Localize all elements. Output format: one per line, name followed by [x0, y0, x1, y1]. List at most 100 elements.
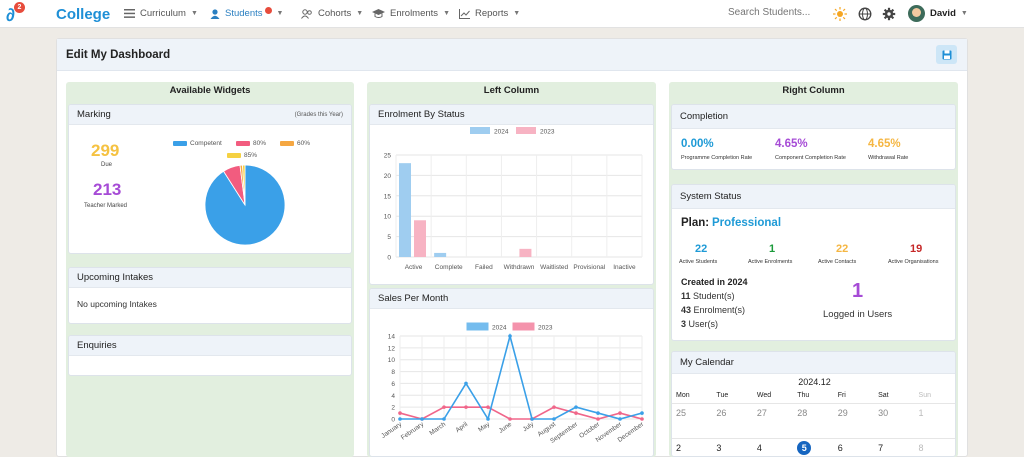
sales-per-month-widget[interactable]: Sales Per Month 2024 2023 0 2 4 6 8 10 12 14 Janua… — [369, 288, 654, 457]
weekday: Fri — [837, 392, 846, 399]
calendar-day[interactable]: 4 — [756, 443, 762, 453]
calendar-week: 2 3 4 5 6 7 8 — [672, 441, 955, 455]
programme-completion-value: 0.00% — [681, 138, 714, 150]
y-tick-label: 0 — [391, 417, 395, 424]
point-2024-december — [640, 411, 644, 415]
upcoming-intakes-widget[interactable]: Upcoming Intakes No upcoming Intakes — [68, 267, 352, 324]
calendar-day[interactable]: 7 — [878, 443, 884, 453]
point-2024-january — [398, 417, 402, 421]
legend-swatch-2024 — [466, 322, 489, 331]
x-tick-label: March — [428, 421, 447, 437]
calendar-widget[interactable]: My Calendar 2024.12 Mon Tue Wed Thu Fri … — [671, 351, 956, 457]
legend-label: 85% — [244, 152, 258, 159]
nav-curriculum[interactable]: Curriculum ▼ — [124, 8, 198, 19]
legend-85[interactable]: 85% — [227, 152, 257, 159]
legend-swatch — [236, 141, 250, 146]
save-icon — [942, 50, 951, 59]
due-count: 299 — [91, 141, 120, 160]
brand-name[interactable]: College — [56, 6, 111, 23]
created-users-label: User(s) — [688, 319, 719, 329]
point-2024-april — [464, 381, 468, 386]
x-tick-label: Complete — [435, 264, 463, 271]
y-tick-label: 4 — [391, 393, 395, 400]
users-icon — [301, 8, 312, 19]
y-tick-label: 10 — [384, 214, 392, 221]
due-label: Due — [101, 162, 113, 168]
nav-cohorts[interactable]: Cohorts ▼ — [301, 8, 363, 19]
calendar-day[interactable]: 3 — [716, 443, 722, 453]
legend-80[interactable]: 80% — [236, 140, 266, 147]
withdrawal-rate-value: 4.65% — [868, 138, 901, 150]
marking-widget[interactable]: Marking (Grades this Year) 299 Due 213 T… — [68, 104, 352, 254]
bar-2023-active — [414, 220, 426, 257]
active-enrolments-value: 1 — [769, 243, 776, 255]
column-title: Available Widgets — [169, 85, 251, 96]
calendar-day[interactable]: 8 — [918, 443, 924, 453]
enquiries-widget[interactable]: Enquiries — [68, 335, 352, 376]
point-2023-january — [398, 411, 402, 415]
weekday: Wed — [756, 392, 772, 399]
notification-badge[interactable]: 2 — [14, 2, 25, 13]
completion-widget[interactable]: Completion 0.00% Programme Completion Ra… — [671, 104, 956, 170]
chevron-down-icon: ▼ — [960, 10, 968, 17]
system-status-widget[interactable]: System Status Plan: Professional 22 Acti… — [671, 184, 956, 341]
weekday: Thu — [797, 392, 810, 399]
calendar-day[interactable]: 26 — [716, 408, 727, 418]
save-button[interactable] — [936, 45, 957, 64]
calendar-day[interactable]: 27 — [756, 408, 767, 418]
x-tick-label: Active — [405, 264, 423, 271]
nav-students[interactable]: Students ▼ — [210, 7, 283, 19]
x-tick-label: Inactive — [613, 264, 636, 271]
created-enrolments-label: Enrolment(s) — [693, 305, 746, 315]
calendar-day[interactable]: 6 — [837, 443, 843, 453]
legend-label: Competent — [190, 140, 222, 147]
calendar-day[interactable]: 2 — [676, 443, 682, 453]
calendar-day[interactable]: 28 — [797, 408, 808, 418]
x-tick-label: Withdrawn — [504, 264, 535, 271]
calendar-day[interactable]: 25 — [676, 408, 687, 418]
created-enrolments: 43 Enrolment(s) — [681, 305, 745, 315]
active-organisations-label: Active Organisations — [888, 259, 939, 265]
nav-reports[interactable]: Reports ▼ — [459, 8, 520, 19]
legend-60[interactable]: 60% — [280, 140, 310, 147]
calendar-day[interactable]: 30 — [878, 408, 889, 418]
user-name: David — [930, 8, 956, 19]
enrolment-status-widget[interactable]: Enrolment By Status 2024 2023 0 5 10 15 20 25 Ac… — [369, 104, 654, 285]
calendar-day[interactable]: 29 — [837, 408, 848, 418]
gear-icon[interactable] — [882, 7, 896, 21]
nav-enrolments[interactable]: Enrolments ▼ — [372, 8, 450, 19]
y-tick-label: 0 — [387, 255, 391, 262]
marking-pie-chart — [204, 164, 286, 246]
point-2024-october — [596, 411, 600, 415]
series-line-2023 — [399, 406, 643, 420]
legend-swatch — [280, 141, 294, 146]
user-menu[interactable]: David ▼ — [908, 5, 968, 22]
nav-cohorts-label: Cohorts — [318, 8, 352, 19]
app-logo[interactable]: ∂ 2 — [4, 2, 26, 26]
widget-header: Enquiries — [69, 336, 351, 356]
weekday: Mon — [676, 392, 690, 399]
created-enrolments-count: 43 — [681, 305, 692, 315]
legend-competent[interactable]: Competent — [173, 140, 222, 147]
point-2024-july — [530, 417, 534, 421]
plan-label: Plan: — [681, 217, 710, 229]
chevron-down-icon: ▼ — [356, 10, 364, 17]
plan-value: Professional — [712, 217, 782, 229]
weekday: Sun — [918, 392, 931, 399]
y-tick-label: 6 — [391, 381, 395, 388]
enrolment-bar-chart: 2024 2023 0 5 10 15 20 25 Active Complete Failed Wi… — [384, 127, 643, 271]
point-2024-november — [618, 417, 622, 421]
right-column: Right Column Completion 0.00% Programme … — [669, 82, 958, 457]
globe-icon[interactable] — [858, 7, 872, 21]
calendar-day[interactable]: 5 — [793, 441, 833, 455]
calendar-day[interactable]: 1 — [918, 408, 924, 418]
point-2023-november — [618, 411, 622, 415]
logged-in-count: 1 — [852, 280, 864, 302]
y-tick-label: 5 — [387, 234, 391, 241]
y-tick-label: 2 — [391, 405, 395, 412]
sun-icon[interactable] — [833, 7, 847, 21]
search-input[interactable] — [728, 7, 828, 18]
widget-subtitle: (Grades this Year) — [294, 111, 343, 118]
series-line-2024 — [400, 332, 643, 422]
active-organisations-value: 19 — [910, 243, 923, 255]
